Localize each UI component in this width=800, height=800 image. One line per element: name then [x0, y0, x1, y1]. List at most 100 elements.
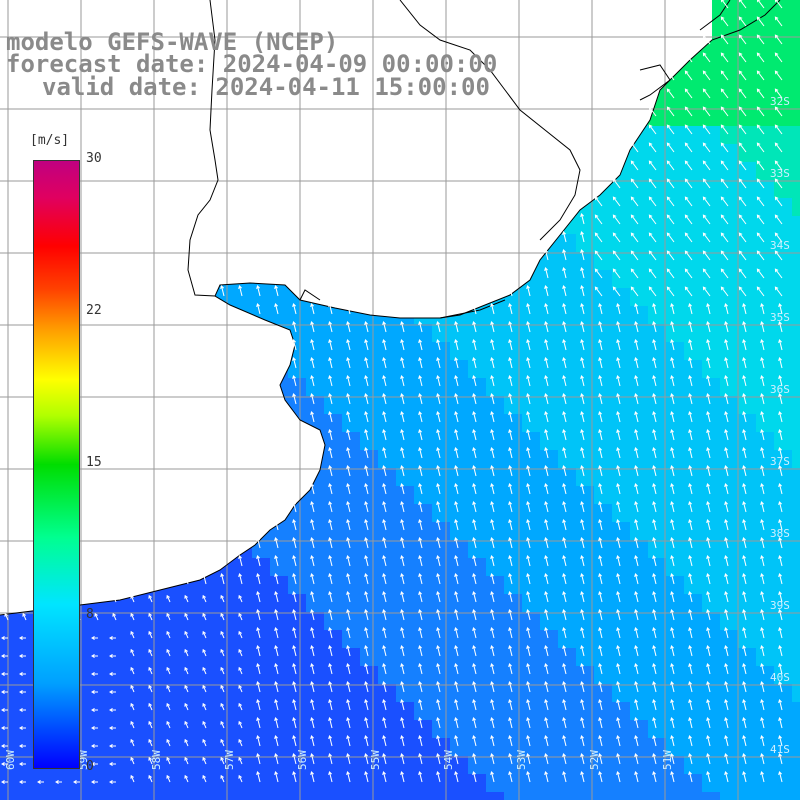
wind-arrow	[775, 286, 783, 297]
wind-arrow-head	[472, 321, 476, 326]
wind-arrow	[527, 375, 531, 387]
wind-arrow	[455, 591, 459, 603]
wind-arrow-head	[702, 160, 707, 165]
wind-arrow-head	[724, 627, 728, 632]
wind-cell	[666, 306, 684, 324]
wind-arrow	[743, 501, 747, 513]
wind-cell	[162, 792, 180, 800]
wind-arrow	[491, 501, 495, 513]
wind-arrow	[707, 771, 711, 783]
wind-arrow	[617, 555, 621, 567]
wind-cell	[540, 684, 558, 702]
wind-arrow	[779, 519, 783, 531]
wind-cell	[738, 792, 756, 800]
wind-arrow-head	[706, 357, 710, 362]
wind-arrow-head	[310, 393, 314, 398]
wind-cell	[630, 522, 648, 540]
wind-arrow-head	[328, 627, 332, 632]
wind-cell	[648, 666, 666, 684]
wind-arrow	[347, 537, 351, 549]
wind-arrow-head	[184, 702, 188, 707]
wind-arrow	[455, 429, 459, 441]
wind-arrow	[184, 595, 189, 603]
wind-arrow	[455, 465, 459, 477]
wind-cell	[684, 360, 702, 378]
wind-arrow-head	[472, 555, 476, 560]
wind-cell	[324, 342, 342, 360]
wind-arrow-head	[544, 429, 548, 434]
wind-arrow	[509, 393, 513, 405]
wind-cell	[540, 396, 558, 414]
wind-cell	[756, 180, 774, 198]
wind-arrow-head	[634, 681, 638, 686]
wind-cell	[432, 324, 450, 342]
wind-arrow-head	[400, 357, 404, 362]
wind-cell	[396, 558, 414, 576]
wind-arrow-head	[630, 268, 635, 273]
wind-arrow	[383, 591, 387, 603]
wind-arrow-head	[382, 699, 386, 704]
wind-cell	[648, 540, 666, 558]
wind-arrow	[148, 595, 153, 603]
wind-arrow	[775, 52, 783, 63]
wind-cell	[576, 774, 594, 792]
wind-arrow	[347, 447, 351, 459]
wind-cell	[234, 774, 252, 792]
wind-arrow	[635, 555, 639, 567]
wind-arrow	[599, 303, 603, 315]
wind-cell	[630, 756, 648, 774]
lon-label: 60W	[4, 750, 17, 770]
wind-arrow	[347, 645, 351, 657]
wind-arrow-head	[742, 663, 746, 668]
wind-arrow	[491, 663, 495, 675]
wind-arrow-head	[756, 106, 761, 111]
wind-arrow-head	[616, 753, 620, 758]
wind-cell	[720, 144, 738, 162]
wind-arrow-head	[526, 753, 530, 758]
wind-cell	[756, 720, 774, 738]
wind-arrow	[437, 771, 441, 783]
wind-arrow	[667, 250, 675, 261]
wind-arrow-head	[418, 609, 422, 614]
wind-arrow	[130, 703, 135, 711]
wind-arrow	[667, 124, 675, 135]
wind-arrow	[757, 34, 765, 45]
wind-arrow-head	[436, 735, 440, 740]
wind-cell	[180, 630, 198, 648]
wind-cell	[432, 648, 450, 666]
wind-arrow-head	[508, 411, 512, 416]
wind-arrow	[779, 357, 783, 369]
wind-arrow-head	[580, 735, 584, 740]
wind-arrow	[437, 699, 441, 711]
wind-arrow-head	[400, 681, 404, 686]
wind-cell	[378, 792, 396, 800]
wind-arrow-head	[346, 573, 350, 578]
wind-arrow-head	[652, 573, 656, 578]
wind-cell	[756, 198, 774, 216]
wind-cell	[774, 0, 792, 18]
wind-cell	[558, 468, 576, 486]
wind-arrow	[671, 357, 675, 369]
wind-arrow	[293, 537, 297, 549]
wind-cell	[612, 252, 630, 270]
wind-cell	[792, 18, 800, 36]
wind-arrow-head	[472, 483, 476, 488]
wind-cell	[396, 774, 414, 792]
wind-arrow-head	[346, 663, 350, 668]
wind-arrow-head	[544, 483, 548, 488]
wind-arrow	[563, 447, 567, 459]
wind-cell	[342, 684, 360, 702]
wind-arrow	[635, 609, 639, 621]
wind-cell	[234, 630, 252, 648]
wind-arrow	[329, 627, 333, 639]
wind-cell	[612, 558, 630, 576]
wind-arrow	[365, 663, 369, 675]
lat-label: 38S	[770, 527, 790, 540]
wind-arrow-head	[346, 627, 350, 632]
wind-arrow-head	[666, 142, 671, 147]
wind-arrow-head	[774, 34, 779, 39]
wind-arrow-head	[760, 645, 764, 650]
wind-cell	[432, 558, 450, 576]
wind-arrow	[725, 375, 729, 387]
wind-arrow	[275, 555, 279, 567]
